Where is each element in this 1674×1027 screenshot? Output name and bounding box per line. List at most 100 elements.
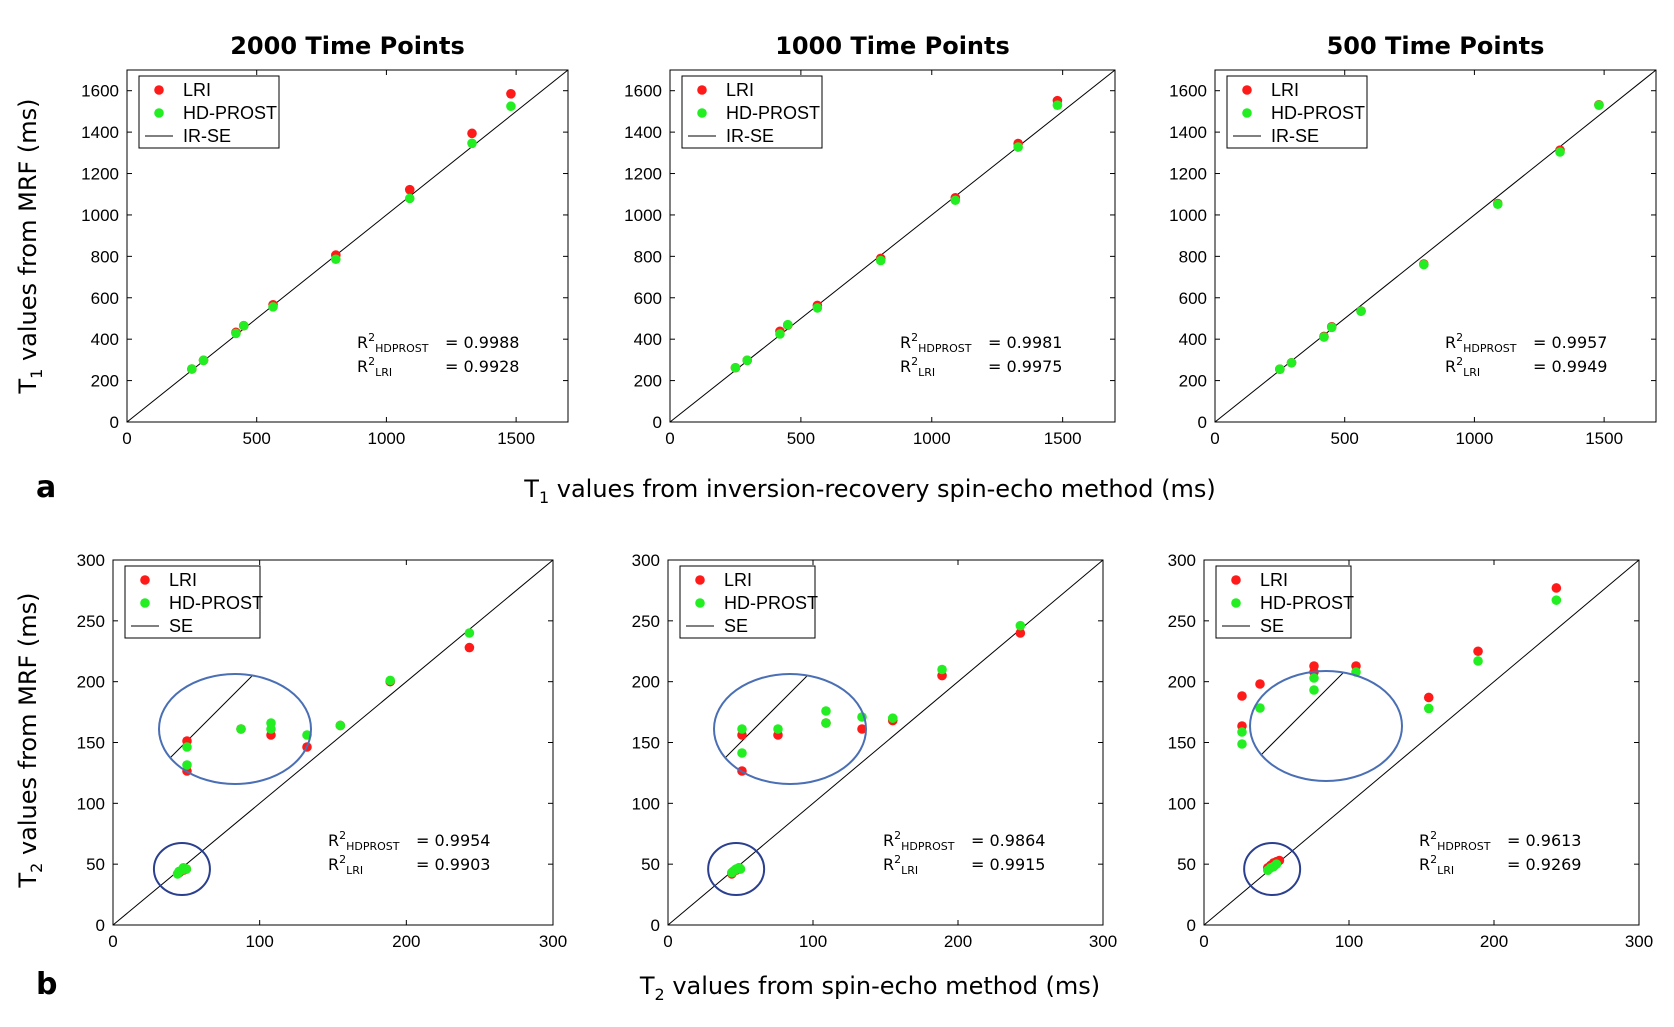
- panel-5-point-hd-prost-7: [1015, 620, 1026, 631]
- panel-5-r2-1-sub: LRI: [901, 864, 918, 877]
- panel-2-ytick-label-5: 1000: [624, 206, 662, 225]
- panel-3-ytick-label-7: 1400: [1169, 123, 1207, 142]
- panel-4-ytick-label-4: 200: [77, 673, 105, 692]
- panel-5-point-hd-prost-5: [887, 713, 898, 723]
- panel-3-title: 500 Time Points: [1327, 32, 1545, 60]
- panel-2-axes-box: [669, 69, 1116, 423]
- panel-1-point-hd-prost-4: [268, 302, 278, 312]
- row-a-y-axis-label: T1 values from MRF (ms): [14, 98, 46, 394]
- panel-6-point-lri-5: [1423, 692, 1434, 703]
- panel-5-legend-label-1: HD-PROST: [724, 593, 818, 613]
- panel-3: 500 Time Points 0 500 1000 1500 0 200 400 600 800…: [1169, 32, 1657, 448]
- panel-2-ytick-label-7: 1400: [624, 123, 662, 142]
- panel-6-ytick-label-5: 250: [1168, 612, 1196, 631]
- panel-1-legend-label-1: HD-PROST: [183, 103, 277, 123]
- panel-1-point-hd-prost-3: [238, 320, 249, 331]
- panel-2-ytick-label-2: 400: [634, 330, 662, 349]
- panel-4-inset-identity-line: [159, 674, 311, 784]
- panel-5-r2-1-sup: 2: [894, 853, 901, 866]
- panel-4-xtick-label-3: 300: [539, 932, 567, 951]
- panel-1-r2-1-value: = 0.9928: [445, 357, 519, 376]
- panel-5-ytick-label-5: 250: [632, 612, 660, 631]
- panel-1-ytick-label-8: 1600: [81, 82, 119, 101]
- panel-3-point-hd-prost-8: [1594, 100, 1604, 110]
- row-b-x-axis-label-main: T: [639, 972, 655, 1000]
- panel-1-xtick-label-3: 1500: [497, 429, 535, 448]
- panel-2-r2-0: R2HDPROST: [900, 331, 972, 355]
- panel-2-point-hd-prost-8: [1052, 100, 1063, 110]
- panel-6-xtick-label-2: 200: [1480, 932, 1508, 951]
- panel-3-point-hd-prost-4: [1356, 306, 1366, 317]
- panel-3-ytick-label-8: 1600: [1169, 82, 1207, 101]
- panel-3-legend-label-2: IR-SE: [1271, 126, 1319, 146]
- panel-3-legend-label-1: HD-PROST: [1271, 103, 1365, 123]
- panel-3-ytick-label-0: 0: [1198, 413, 1207, 432]
- panel-5: 0 100 200 300 0 50 100 150 200 250 300 LRI HD-PROST S…: [632, 551, 1118, 951]
- panel-6-xtick-label-0: 0: [1199, 932, 1208, 951]
- panel-3-r2-1-sub: LRI: [1463, 366, 1480, 379]
- panel-6-legend-label-1: HD-PROST: [1260, 593, 1354, 613]
- panel-2-xtick-label-0: 0: [665, 429, 674, 448]
- panel-6-ytick-label-4: 200: [1168, 673, 1196, 692]
- panel-2-point-hd-prost-4: [812, 303, 823, 313]
- panel-1-point-lri-6: [404, 184, 415, 195]
- panel-3-ytick-label-3: 600: [1179, 289, 1207, 308]
- panel-4-legend-label-1: HD-PROST: [169, 593, 263, 613]
- panel-3-ytick-label-4: 800: [1179, 247, 1207, 266]
- panel-2-xtick-label-2: 1000: [913, 429, 951, 448]
- panel-4-cluster-ring: [152, 842, 211, 897]
- panel-1-point-hd-prost-2: [231, 328, 241, 339]
- panel-2-r2-0-sub: HDPROST: [918, 342, 972, 355]
- panel-1-r2-1-sub: LRI: [375, 366, 392, 379]
- row-a-x-axis-label-sub: 1: [539, 488, 549, 507]
- panel-6-r2-1-sub: LRI: [1437, 864, 1454, 877]
- panel-6-legend-label-0: LRI: [1260, 570, 1288, 590]
- panel-2-point-hd-prost-3: [782, 319, 793, 330]
- panel-1-point-hd-prost-7: [467, 138, 477, 149]
- panel-2-legend-label-1: HD-PROST: [726, 103, 820, 123]
- panel-6-point-hd-prost-4: [1423, 703, 1434, 714]
- row-a-x-axis-label-rest: values from inversion-recovery spin-echo…: [549, 475, 1216, 503]
- panel-5-xtick-label-1: 100: [799, 932, 827, 951]
- panel-2-r2-1-r: R: [900, 357, 911, 376]
- panel-3-r2-0-value: = 0.9957: [1533, 333, 1607, 352]
- panel-4-inset-point-hdprost-2: [236, 724, 246, 734]
- panel-3-point-hd-prost-5: [1419, 259, 1429, 270]
- panel-2-ytick-label-3: 600: [634, 289, 662, 308]
- panel-6-xtick-label-3: 300: [1625, 932, 1653, 951]
- panel-6-inset-identity-line: [1250, 671, 1402, 781]
- panel-2-point-hd-prost-5: [875, 255, 886, 266]
- panel-2-point-hd-prost-7: [1013, 142, 1023, 152]
- panel-3-legend-marker-1: [1242, 108, 1252, 118]
- panel-5-legend-label-2: SE: [724, 616, 748, 636]
- panel-2-title: 1000 Time Points: [775, 32, 1010, 60]
- panel-3-r2-0: R2HDPROST: [1445, 331, 1517, 355]
- panel-2: 1000 Time Points 0 500 1000 1500 0 200 400 600 80…: [624, 32, 1116, 448]
- panel-1-point-lri-7: [467, 128, 477, 139]
- panel-1-point-hd-prost-8: [506, 101, 516, 112]
- panel-4-ytick-label-5: 250: [77, 612, 105, 631]
- panel-5-r2-1-value: = 0.9915: [971, 855, 1045, 874]
- panel-letter-a: a: [36, 470, 56, 505]
- panel-1-xtick-label-0: 0: [122, 429, 131, 448]
- row-b-x-axis-label: T2 values from spin-echo method (ms): [639, 972, 1100, 1004]
- panel-6-r2-0-sub: HDPROST: [1437, 840, 1491, 853]
- panel-5-inset-point-hdprost-1: [737, 748, 747, 758]
- panel-6-r2-0-sup: 2: [1430, 829, 1437, 842]
- panel-4-ytick-label-3: 150: [77, 734, 105, 753]
- panel-4-legend-marker-1: [140, 598, 150, 608]
- panel-1-r2-0-sub: HDPROST: [375, 342, 429, 355]
- panel-3-xtick-label-1: 500: [1331, 429, 1359, 448]
- panel-4-point-hd-prost-5: [335, 720, 346, 731]
- panel-2-ytick-label-8: 1600: [624, 82, 662, 101]
- panel-3-r2-1-value: = 0.9949: [1533, 357, 1607, 376]
- panel-4-inset: [158, 673, 312, 785]
- panel-4-xtick-label-1: 100: [245, 932, 273, 951]
- panel-6-inset-point-lri-2: [1255, 679, 1265, 689]
- row-b-y-axis-label-rest: values from MRF (ms): [14, 592, 42, 862]
- panel-5-ytick-label-2: 100: [632, 794, 660, 813]
- panel-6-r2-1-value: = 0.9269: [1507, 855, 1581, 874]
- panel-1-ytick-label-2: 400: [91, 330, 119, 349]
- panel-4-inset-point-hdprost-0: [182, 742, 192, 752]
